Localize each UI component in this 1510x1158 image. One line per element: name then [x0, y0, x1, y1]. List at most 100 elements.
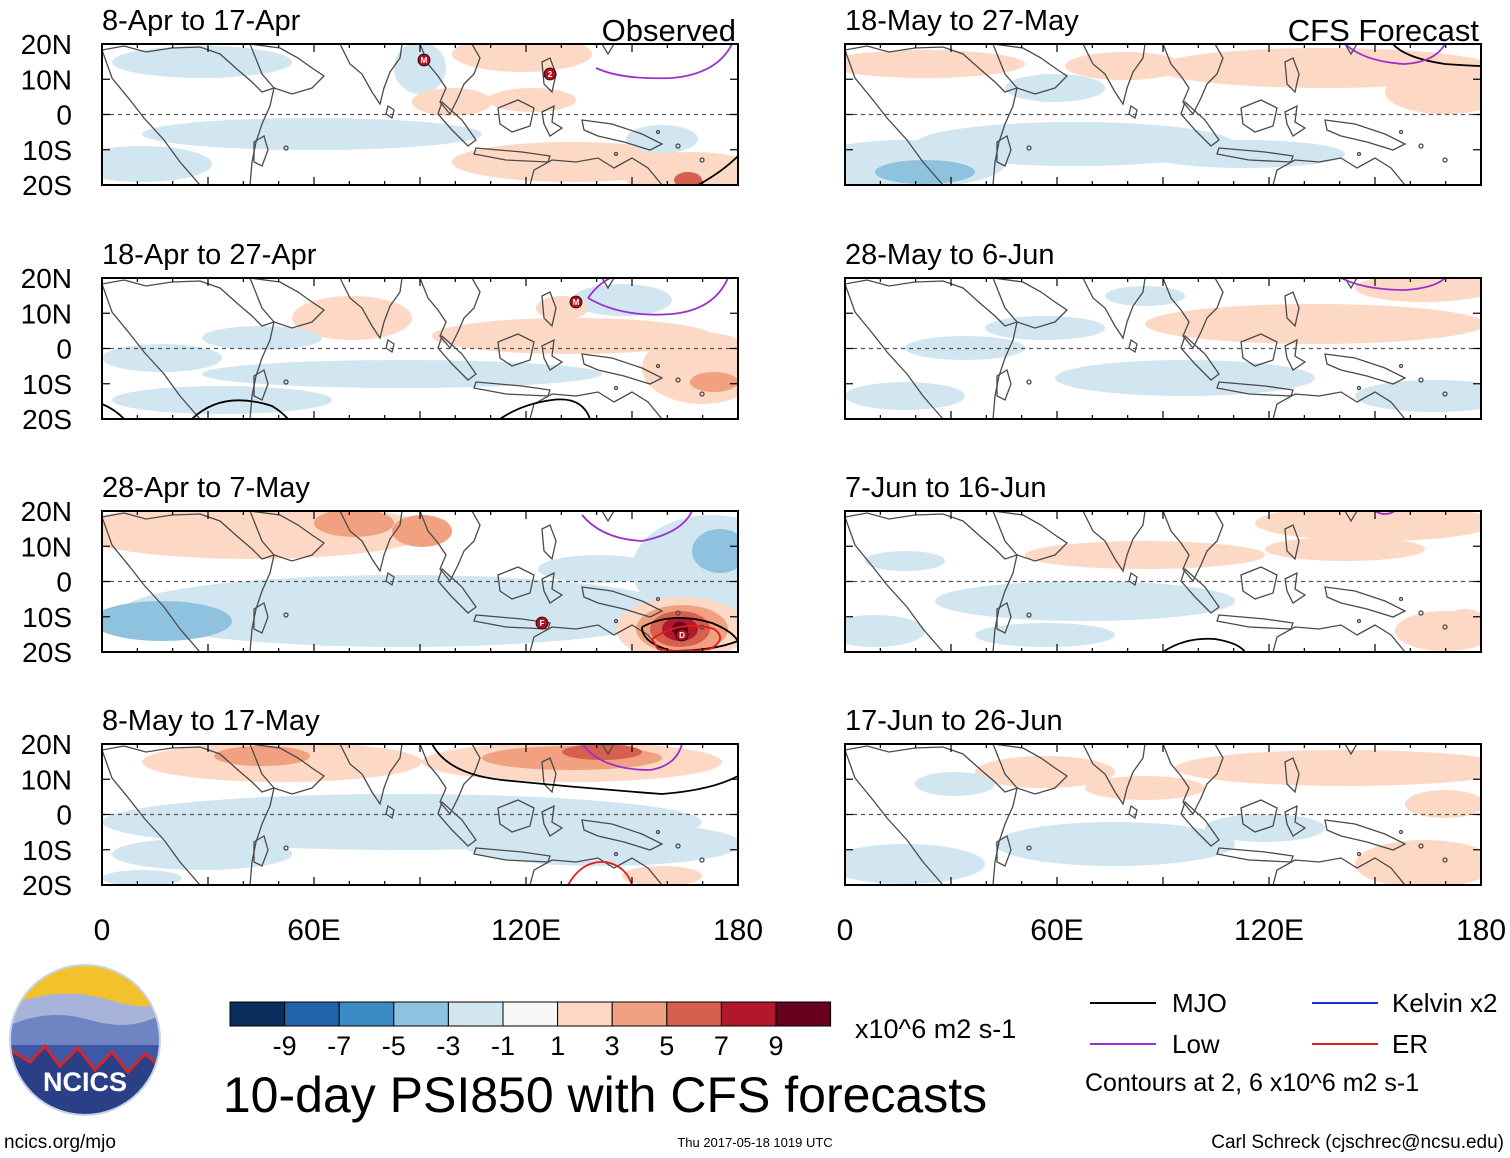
anomaly-shade [572, 284, 672, 316]
contour-line [581, 511, 693, 542]
anomaly-shade [622, 866, 702, 885]
lat-tick-label: 20S [22, 170, 72, 201]
lat-tick-label: 0 [56, 800, 72, 831]
colorbar-swatch [611, 1001, 668, 1027]
contour-line [1344, 44, 1446, 65]
legend-label: Low [1172, 1029, 1220, 1059]
anomaly-shade [1405, 790, 1481, 818]
forecast-label: CFS Forecast [1288, 13, 1480, 48]
anomaly-shade [102, 601, 232, 641]
lat-tick-label: 10S [22, 369, 72, 400]
map-field: M2 [102, 44, 738, 185]
lat-tick-label: 10N [21, 298, 72, 329]
colorbar-swatch [338, 1001, 395, 1027]
lon-tick-label: 0 [837, 914, 854, 947]
lon-tick-label: 120E [1234, 914, 1304, 947]
storm-label: M [573, 298, 580, 307]
anomaly-shade [845, 615, 925, 647]
colorbar-swatch [720, 1001, 777, 1027]
colorbar-tick-label: 3 [605, 1031, 620, 1061]
lon-tick-label: 180 [713, 914, 763, 947]
lon-tick-label: 60E [287, 914, 340, 947]
anomaly-shade [1265, 537, 1425, 561]
map-field [845, 511, 1481, 652]
colorbar-tick-label: 1 [550, 1031, 565, 1061]
colorbar-tick-label: -1 [491, 1031, 515, 1061]
colorbar-swatch [775, 1001, 832, 1027]
anomaly-shade [102, 344, 222, 372]
map-panel: F D 20N 10N 0 10S 20S 28-Apr to 7-May [21, 472, 739, 668]
colorbar-swatch [284, 1001, 340, 1027]
storm-label: D [679, 631, 685, 640]
storm-marker: M [417, 53, 431, 67]
panel-date: 8-May to 17-May [102, 705, 320, 737]
anomaly-shade [314, 511, 394, 537]
anomaly-shade [452, 44, 592, 72]
lon-tick-label: 120E [491, 914, 561, 947]
anomaly-shade [845, 844, 985, 884]
anomaly-shade [1355, 840, 1481, 885]
lat-tick-label: 20S [22, 404, 72, 435]
anomaly-shade [202, 326, 322, 350]
anomaly-shade [112, 386, 332, 414]
anomaly-shade [202, 360, 602, 388]
site-url: ncics.org/mjo [4, 1132, 116, 1153]
map-panel: M 20N 10N 0 10S 20S 18-Apr to 27-Apr [21, 239, 739, 435]
panel-date: 28-May to 6-Jun [845, 239, 1055, 271]
anomaly-shade [1355, 278, 1481, 302]
colorbar-swatch [557, 1001, 613, 1027]
panel-date: 7-Jun to 16-Jun [845, 472, 1047, 504]
lon-axis-left: 0 60E 120E 180 [94, 914, 763, 947]
storm-marker: M [569, 295, 583, 309]
map-field: M [102, 278, 738, 419]
anomaly-shade [1445, 609, 1481, 633]
lat-tick-label: 20N [21, 263, 72, 294]
storm-label: F [540, 619, 545, 628]
contour-line [1162, 637, 1246, 652]
anomaly-shade [1105, 286, 1185, 306]
colorbar-swatch [502, 1001, 559, 1027]
colorbar-swatch [229, 1001, 286, 1027]
colorbar-tick-label: -5 [382, 1031, 406, 1061]
lat-tick-label: 10S [22, 135, 72, 166]
panel-date: 18-Apr to 27-Apr [102, 239, 317, 271]
legend-label: ER [1392, 1029, 1428, 1059]
storm-marker: D [675, 628, 689, 642]
anomaly-shade [915, 772, 995, 796]
lat-tick-label: 10N [21, 764, 72, 795]
lat-tick-label: 0 [56, 567, 72, 598]
legend-label: MJO [1172, 988, 1227, 1018]
anomaly-shade [538, 555, 658, 583]
contour-line [431, 744, 738, 795]
anomaly-shade [1145, 304, 1481, 344]
contour-line [587, 278, 729, 316]
anomaly-shade [845, 382, 965, 410]
lat-tick-label: 0 [56, 100, 72, 131]
storm-marker: F [535, 616, 549, 630]
lat-tick-label: 10S [22, 602, 72, 633]
logo-text: NCICS [43, 1067, 127, 1097]
map-panel: 18-May to 27-May CFS Forecast [844, 5, 1482, 186]
anomaly-shade [845, 50, 1025, 78]
lat-tick-label: 20S [22, 637, 72, 668]
anomaly-shade [112, 46, 292, 78]
lat-tick-label: 20N [21, 496, 72, 527]
map-field [845, 278, 1481, 419]
contour-line [1340, 278, 1446, 291]
lat-tick-label: 20S [22, 870, 72, 901]
lat-tick-label: 10N [21, 531, 72, 562]
contour-line [595, 44, 733, 80]
panel-date: 28-Apr to 7-May [102, 472, 310, 504]
map-field [845, 44, 1481, 185]
colorbar: -9 -7 -5 -3 -1 1 3 5 7 9 [229, 1001, 832, 1061]
anomaly-shade [1025, 541, 1265, 569]
anomaly-shade [1255, 511, 1481, 541]
colorbar-tick-label: 9 [768, 1031, 783, 1061]
anomaly-shade [985, 316, 1105, 340]
map-field [845, 744, 1481, 885]
anomaly-shade [622, 152, 738, 185]
colorbar-tick-label: -7 [327, 1031, 351, 1061]
